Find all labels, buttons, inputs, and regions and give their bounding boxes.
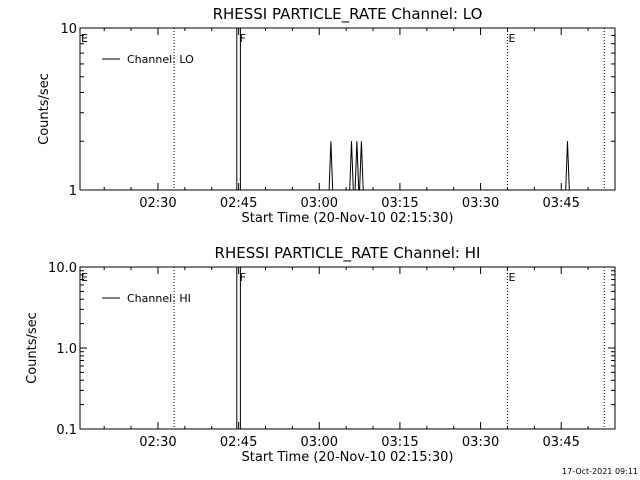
y-tick-label: 1.0 (56, 342, 77, 357)
x-tick-label: 02:30 (139, 435, 176, 450)
legend-label: Channel: HI (127, 292, 191, 305)
x-tick-label: 03:30 (462, 435, 499, 450)
x-tick-label: 03:45 (542, 196, 579, 211)
x-tick-label: 02:45 (220, 435, 257, 450)
y-tick-label: 10.0 (48, 261, 77, 276)
chart-title: RHESSI PARTICLE_RATE Channel: HI (215, 244, 481, 263)
hi-channel-panel: RHESSI PARTICLE_RATE Channel: HI 02:30 02:… (25, 244, 616, 465)
event-marker-label: E (81, 32, 88, 45)
x-tick-label: 02:45 (220, 196, 257, 211)
x-tick-label: 03:30 (462, 196, 499, 211)
event-marker-label: F (240, 32, 246, 45)
event-marker-label: E (508, 32, 515, 45)
event-marker-label: E (508, 271, 515, 284)
event-marker-label: F (240, 271, 246, 284)
x-tick-label: 03:15 (381, 435, 418, 450)
event-marker-label: E (81, 271, 88, 284)
x-tick-label: 03:00 (301, 435, 338, 450)
y-axis-label: Counts/sec (25, 312, 40, 384)
x-axis-label: Start Time (20-Nov-10 02:15:30) (242, 211, 454, 226)
chart-title: RHESSI PARTICLE_RATE Channel: LO (213, 5, 483, 24)
x-tick-label: 03:00 (301, 196, 338, 211)
y-tick-label: 0.1 (56, 423, 77, 438)
data-series-line (236, 27, 570, 191)
y-tick-label: 10 (60, 22, 77, 37)
x-axis-label: Start Time (20-Nov-10 02:15:30) (242, 450, 454, 465)
x-tick-label: 03:45 (542, 435, 579, 450)
lo-channel-panel: RHESSI PARTICLE_RATE Channel: LO 02:30 02:… (37, 5, 616, 226)
x-tick-label: 02:30 (139, 196, 176, 211)
y-tick-label: 1 (69, 184, 77, 199)
plot-timestamp: 17-Oct-2021 09:11 (562, 467, 638, 476)
data-series-line (236, 266, 241, 429)
legend-label: Channel: LO (127, 53, 194, 66)
y-axis-label: Counts/sec (37, 73, 52, 145)
x-tick-label: 03:15 (381, 196, 418, 211)
